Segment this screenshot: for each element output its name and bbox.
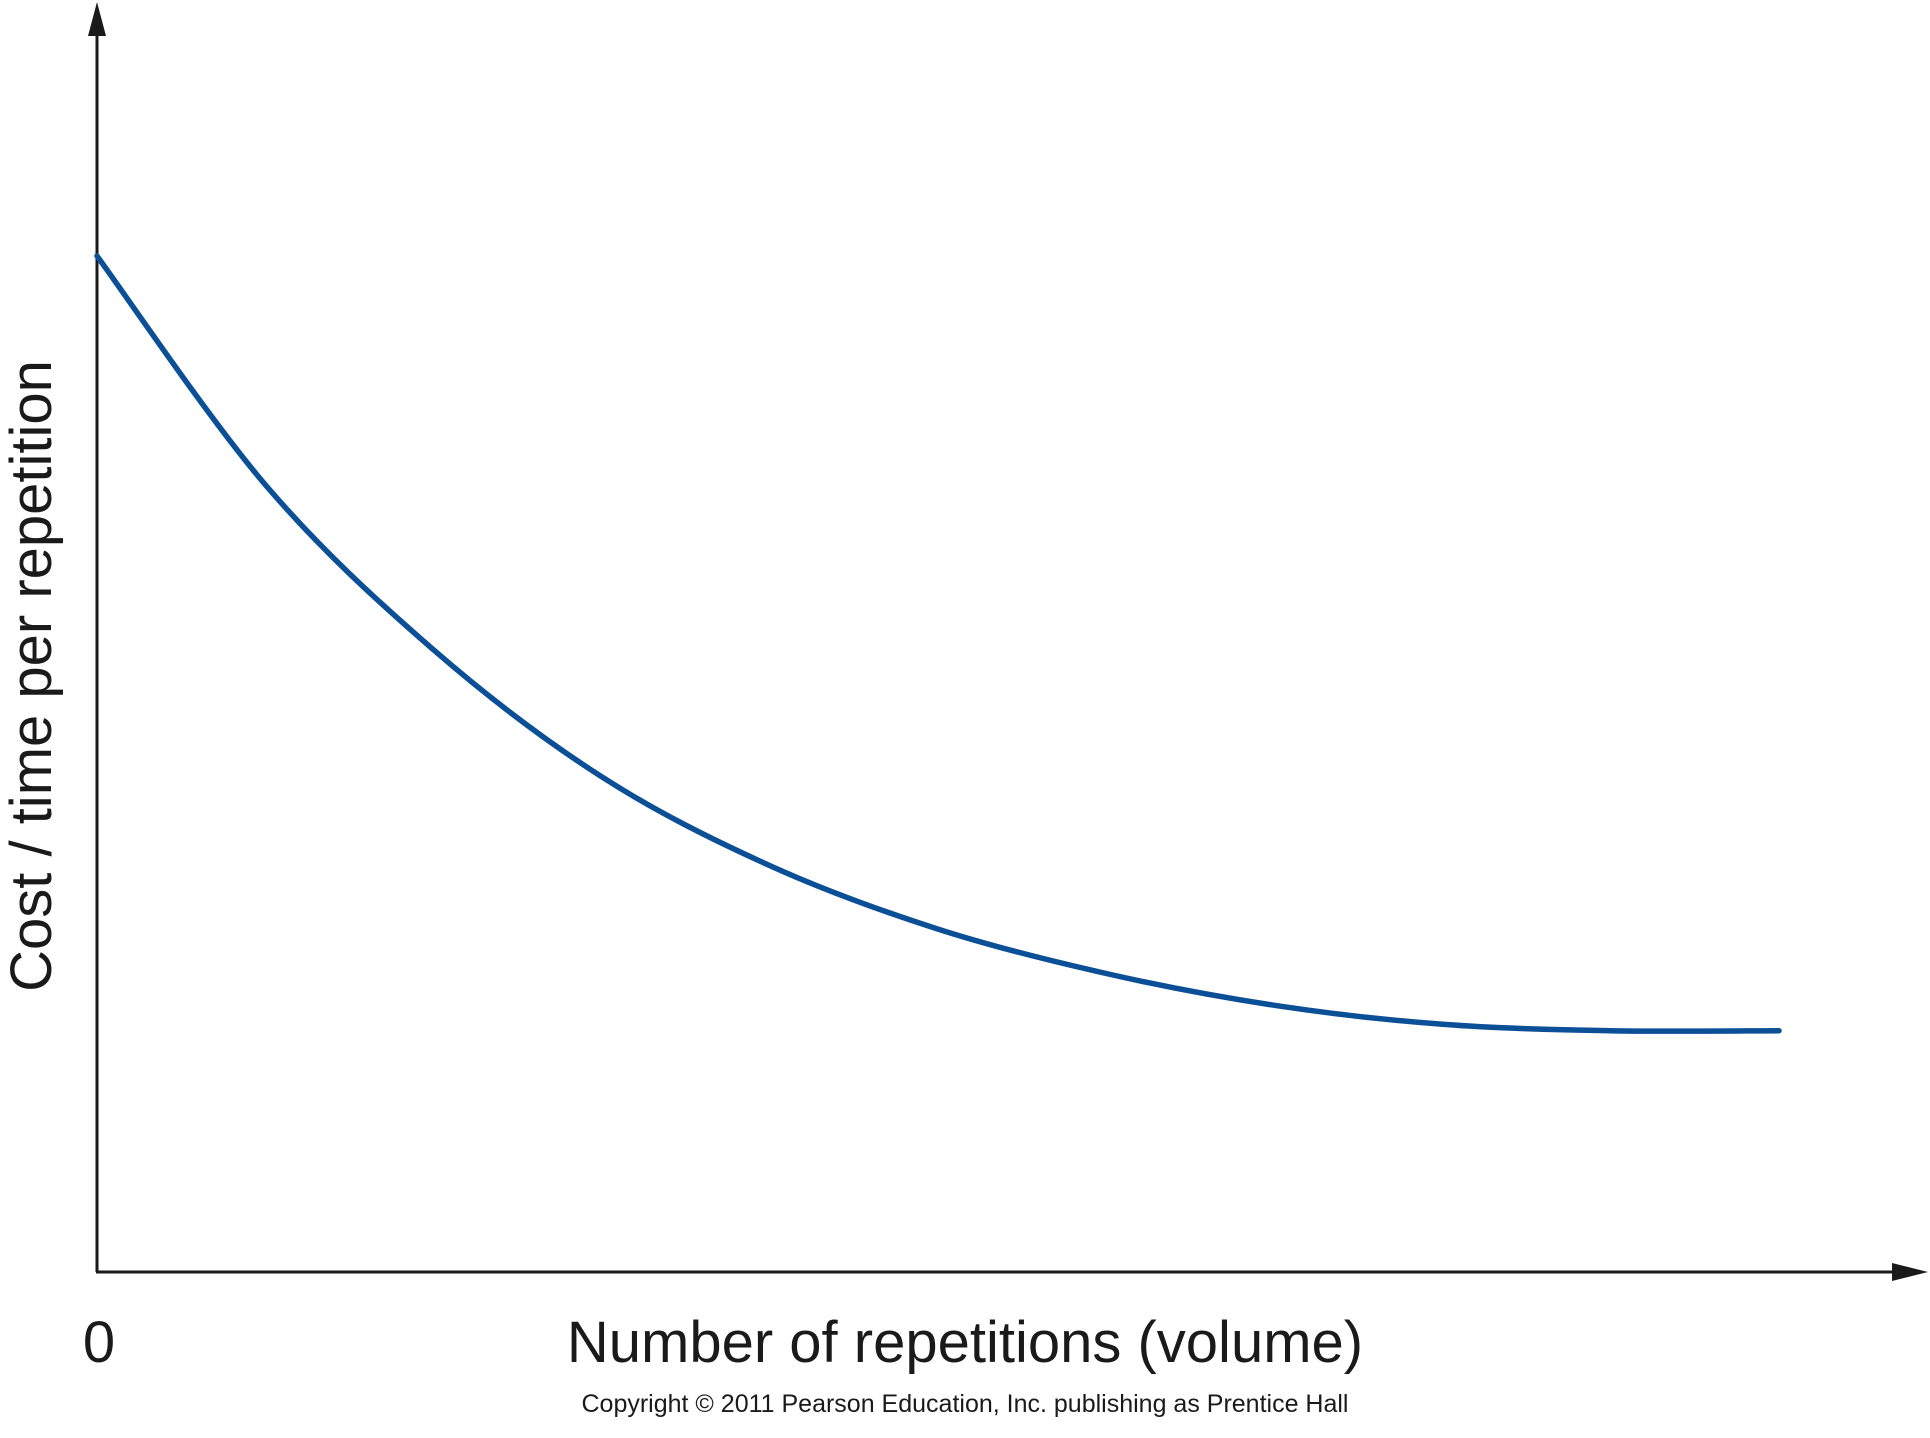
series-line-0 <box>94 253 1782 1034</box>
y-axis-arrow-icon <box>88 2 106 36</box>
y-axis-label: Cost / time per repetition <box>0 360 64 992</box>
x-axis-arrow-icon <box>1892 1263 1928 1281</box>
copyright-text: Copyright © 2011 Pearson Education, Inc.… <box>581 1390 1348 1418</box>
x-tick-label-0: 0 <box>83 1310 115 1375</box>
x-axis-label: Number of repetitions (volume) <box>567 1310 1363 1375</box>
